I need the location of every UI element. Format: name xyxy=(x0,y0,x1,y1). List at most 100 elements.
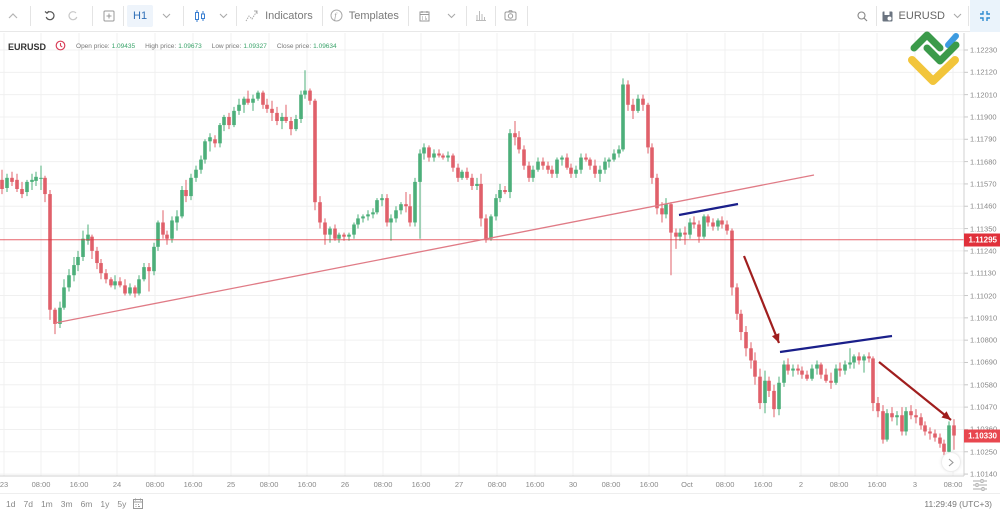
indicators-icon xyxy=(245,10,258,21)
x-axis-label: 16:00 xyxy=(753,480,773,489)
candlesticks xyxy=(0,70,956,458)
search-icon xyxy=(857,10,868,21)
y-axis-label: 1.11460 xyxy=(970,201,997,211)
range-6m[interactable]: 6m xyxy=(80,499,93,509)
chevron-up-icon xyxy=(8,12,18,18)
x-axis-label: 16:00 xyxy=(867,480,887,489)
x-axis-label: 24 xyxy=(112,480,122,489)
x-axis-label: 08:00 xyxy=(943,480,963,489)
chevron-right-icon xyxy=(948,458,954,466)
camera-icon xyxy=(504,10,517,21)
indicators-button[interactable]: Indicators xyxy=(245,0,313,32)
low-label: Low price: xyxy=(211,43,242,50)
bar-chart-icon xyxy=(475,11,486,21)
y-axis-label: 1.11570 xyxy=(970,179,997,189)
range-1m[interactable]: 1m xyxy=(40,499,53,509)
x-axis-label: 08:00 xyxy=(715,480,735,489)
chart-settings-button[interactable] xyxy=(972,478,990,492)
chevron-down-icon xyxy=(162,13,170,18)
high-value: 1.09673 xyxy=(178,43,202,50)
date-range-button[interactable] xyxy=(133,498,144,511)
y-axis-label: 1.11130 xyxy=(970,268,996,278)
calendar-dropdown[interactable] xyxy=(441,0,463,32)
chevron-down-icon xyxy=(953,13,962,19)
fullscreen-button[interactable] xyxy=(970,0,1000,32)
range-7d[interactable]: 7d xyxy=(23,499,33,509)
symbol-label: EURUSD xyxy=(8,41,47,52)
x-axis-label: 08:00 xyxy=(259,480,279,489)
chart-type-button[interactable] xyxy=(188,0,212,32)
logo-icon xyxy=(908,31,960,85)
scroll-to-latest-button[interactable] xyxy=(941,452,961,472)
calendar-button[interactable] xyxy=(413,0,437,32)
x-axis-label: 16:00 xyxy=(183,480,203,489)
timeframe-dropdown[interactable] xyxy=(155,0,177,32)
chart-type-dropdown[interactable] xyxy=(214,0,232,32)
timeframe-value: H1 xyxy=(127,4,154,27)
redo-icon xyxy=(68,10,78,20)
range-3m[interactable]: 3m xyxy=(60,499,73,509)
y-axis-label: 1.10910 xyxy=(970,313,998,323)
templates-label: Templates xyxy=(348,9,399,22)
x-axis-label: 25 xyxy=(226,480,236,489)
divider xyxy=(875,6,877,26)
volume-button[interactable] xyxy=(470,0,492,32)
chevron-down-icon xyxy=(448,13,456,18)
divider xyxy=(968,6,969,26)
y-axis-label: 1.12230 xyxy=(970,45,998,55)
y-axis-label: 1.10470 xyxy=(970,402,998,412)
x-axis-label: 16:00 xyxy=(297,480,317,489)
add-chart-button[interactable] xyxy=(97,0,121,32)
timeframe-button[interactable]: H1 xyxy=(127,0,154,32)
clock-alert-icon[interactable] xyxy=(55,40,66,53)
y-axis-label: 1.11790 xyxy=(970,134,997,144)
range-1d[interactable]: 1d xyxy=(6,499,16,509)
range-5y[interactable]: 5y xyxy=(117,499,127,509)
divider xyxy=(183,5,185,26)
close-value: 1.09634 xyxy=(313,43,337,50)
x-axis-label: 23 xyxy=(0,480,9,489)
y-axis-label: 1.11240 xyxy=(970,246,997,256)
clock-time: 11:29:49 (UTC+3) xyxy=(924,499,992,509)
range-1y[interactable]: 1y xyxy=(100,499,110,509)
divider xyxy=(465,5,467,26)
search-button[interactable] xyxy=(852,0,874,32)
save-icon xyxy=(882,11,893,21)
calendar-icon xyxy=(133,498,144,509)
y-axis-label: 1.10580 xyxy=(970,380,998,390)
drawing-annotations xyxy=(0,174,964,421)
x-axis-label: 26 xyxy=(340,480,350,489)
x-axis-label: 16:00 xyxy=(411,480,431,489)
sliders-icon xyxy=(973,479,987,491)
undo-button[interactable] xyxy=(38,0,62,32)
templates-button[interactable]: f Templates xyxy=(330,0,399,32)
high-label: High price: xyxy=(145,43,177,50)
y-axis-label: 1.11900 xyxy=(970,112,997,122)
x-axis-label: 08:00 xyxy=(601,480,621,489)
collapse-fullscreen-icon xyxy=(980,11,990,21)
snapshot-button[interactable] xyxy=(499,0,523,32)
close-label: Close price: xyxy=(276,43,312,50)
x-axis-label: 16:00 xyxy=(69,480,89,489)
chart-grid xyxy=(0,33,968,476)
divider xyxy=(526,5,528,26)
x-axis-label: 08:00 xyxy=(373,480,393,489)
divider xyxy=(92,5,93,26)
collapse-button[interactable] xyxy=(0,0,26,32)
y-axis-label: 1.12120 xyxy=(970,67,998,77)
undo-icon xyxy=(44,10,55,20)
symbol-selector[interactable]: EURUSD xyxy=(882,0,962,32)
symbol-value: EURUSD xyxy=(898,10,945,22)
x-axis-label: 16:00 xyxy=(639,480,659,489)
brand-logo xyxy=(900,30,970,100)
x-axis-label: 08:00 xyxy=(487,480,507,489)
x-axis-label: 16:00 xyxy=(525,480,545,489)
divider xyxy=(236,5,238,26)
top-toolbar: H1 Indicators f Templates xyxy=(0,0,1000,32)
ohlc-info: EURUSD Open price: 1.09435 High price: 1… xyxy=(8,40,347,53)
x-axis-label: 08:00 xyxy=(31,480,51,489)
calendar-icon xyxy=(419,10,430,21)
redo-button[interactable] xyxy=(62,0,84,32)
plus-square-icon xyxy=(103,10,115,21)
